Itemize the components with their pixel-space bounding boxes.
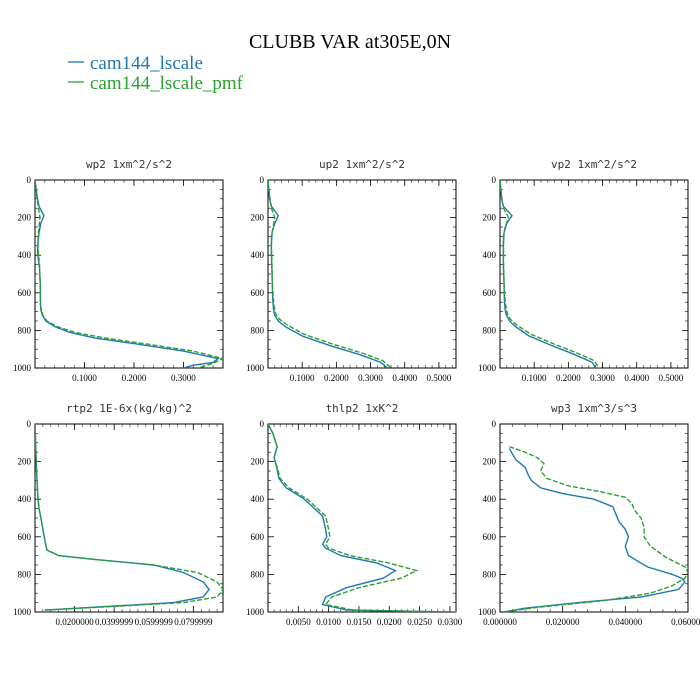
- x-tick-label: 0.3000: [590, 373, 615, 383]
- y-tick-label: 1000: [478, 363, 497, 373]
- x-tick-label: 0.040000: [608, 617, 642, 627]
- panel-title: wp2 1xm^2/s^2: [86, 158, 172, 171]
- plot-frame: [34, 179, 224, 369]
- panel-title: up2 1xm^2/s^2: [319, 158, 405, 171]
- series-line-lscale: [268, 180, 389, 368]
- series-line-lscale-pmf: [500, 180, 600, 368]
- chart-panel-3: vp2 1xm^2/s^2 0 200 400 600 800 1000 0.1000 0.20…: [478, 158, 689, 383]
- y-tick-label: 200: [251, 213, 265, 223]
- y-tick-label: 400: [18, 494, 32, 504]
- plot-frame: [267, 179, 457, 369]
- y-tick-label: 400: [483, 494, 497, 504]
- plot-frame: [499, 423, 689, 613]
- plot-frame: [499, 179, 689, 369]
- y-tick-label: 800: [483, 569, 497, 579]
- x-tick-label: 0.4000: [624, 373, 649, 383]
- y-tick-label: 1000: [13, 607, 32, 617]
- y-tick-label: 800: [251, 325, 265, 335]
- x-tick-label: 0.0799999: [174, 617, 213, 627]
- y-tick-label: 0: [27, 175, 32, 185]
- y-tick-label: 400: [483, 250, 497, 260]
- panel-grid: wp2 1xm^2/s^2 0 200 400 600 800 1000 0.1000 0.20…: [13, 158, 700, 627]
- x-tick-label: 0.0250: [407, 617, 432, 627]
- x-tick-label: 0.0050: [286, 617, 311, 627]
- y-tick-label: 200: [251, 457, 265, 467]
- y-tick-label: 1000: [246, 607, 265, 617]
- x-tick-label: 0.3000: [171, 373, 196, 383]
- panel-title: thlp2 1xK^2: [326, 402, 399, 415]
- y-tick-label: 800: [483, 325, 497, 335]
- y-tick-label: 800: [251, 569, 265, 579]
- x-tick-label: 0.060000: [671, 617, 700, 627]
- figure-title: CLUBB VAR at305E,0N: [249, 31, 451, 53]
- chart-panel-1: wp2 1xm^2/s^2 0 200 400 600 800 1000 0.1000 0.20…: [13, 158, 224, 383]
- series-line-lscale: [268, 424, 450, 612]
- y-tick-label: 1000: [13, 363, 32, 373]
- y-tick-label: 0: [260, 419, 265, 429]
- y-tick-label: 1000: [478, 607, 497, 617]
- x-tick-label: 0.2000: [324, 373, 349, 383]
- y-tick-label: 800: [18, 325, 32, 335]
- plot-frame: [34, 423, 224, 613]
- y-tick-label: 200: [483, 213, 497, 223]
- y-tick-label: 1000: [246, 363, 265, 373]
- series-line-lscale-pmf: [35, 180, 223, 368]
- x-tick-label: 0.0200: [377, 617, 402, 627]
- y-tick-label: 600: [18, 532, 32, 542]
- x-tick-label: 0.0300: [438, 617, 463, 627]
- y-tick-label: 600: [18, 288, 32, 298]
- chart-panel-4: rtp2 1E-6x(kg/kg)^2 0 200 400 600 800 1000 0.02…: [13, 402, 224, 627]
- y-tick-label: 400: [251, 494, 265, 504]
- y-tick-label: 200: [18, 457, 32, 467]
- x-tick-label: 0.5000: [427, 373, 452, 383]
- series-line-lscale: [502, 448, 686, 612]
- x-tick-label: 0.1000: [290, 373, 315, 383]
- legend-label-lscale: cam144_lscale: [90, 53, 203, 74]
- y-tick-label: 800: [18, 569, 32, 579]
- y-tick-label: 0: [492, 175, 497, 185]
- y-tick-label: 400: [251, 250, 265, 260]
- x-tick-label: 0.0150: [347, 617, 372, 627]
- x-tick-label: 0.000000: [483, 617, 517, 627]
- chart-panel-2: up2 1xm^2/s^2 0 200 400 600 800 1000 0.1000 0.20…: [246, 158, 457, 383]
- x-tick-label: 0.0399999: [95, 617, 134, 627]
- series-line-lscale-pmf: [503, 445, 688, 612]
- y-tick-label: 0: [492, 419, 497, 429]
- x-tick-label: 0.0200000: [55, 617, 94, 627]
- x-tick-label: 0.4000: [392, 373, 417, 383]
- series-line-lscale: [35, 424, 210, 611]
- legend-label-lscale-pmf: cam144_lscale_pmf: [90, 73, 244, 94]
- panel-title: wp3 1xm^3/s^3: [551, 402, 637, 415]
- legend: cam144_lscale cam144_lscale_pmf: [68, 53, 244, 94]
- x-tick-label: 0.0100: [316, 617, 341, 627]
- y-tick-label: 600: [483, 532, 497, 542]
- y-tick-label: 0: [260, 175, 265, 185]
- y-tick-label: 600: [483, 288, 497, 298]
- series-line-lscale: [500, 180, 597, 368]
- x-tick-label: 0.1000: [72, 373, 97, 383]
- y-tick-label: 0: [27, 419, 32, 429]
- chart-panel-5: thlp2 1xK^2 0 200 400 600 800 1000 0.0050 0.0100…: [246, 402, 463, 627]
- x-tick-label: 0.5000: [659, 373, 684, 383]
- x-tick-label: 0.2000: [556, 373, 581, 383]
- x-tick-label: 0.0599999: [135, 617, 174, 627]
- x-tick-label: 0.2000: [122, 373, 147, 383]
- x-tick-label: 0.1000: [522, 373, 547, 383]
- series-line-lscale: [35, 180, 220, 368]
- panel-title: rtp2 1E-6x(kg/kg)^2: [66, 402, 192, 415]
- x-tick-label: 0.3000: [358, 373, 383, 383]
- y-tick-label: 200: [18, 213, 32, 223]
- series-line-lscale-pmf: [35, 424, 223, 611]
- y-tick-label: 400: [18, 250, 32, 260]
- y-tick-label: 600: [251, 288, 265, 298]
- series-line-lscale-pmf: [268, 424, 456, 612]
- y-tick-label: 600: [251, 532, 265, 542]
- y-tick-label: 200: [483, 457, 497, 467]
- x-tick-label: 0.020000: [546, 617, 580, 627]
- series-line-lscale-pmf: [268, 180, 392, 368]
- panel-title: vp2 1xm^2/s^2: [551, 158, 637, 171]
